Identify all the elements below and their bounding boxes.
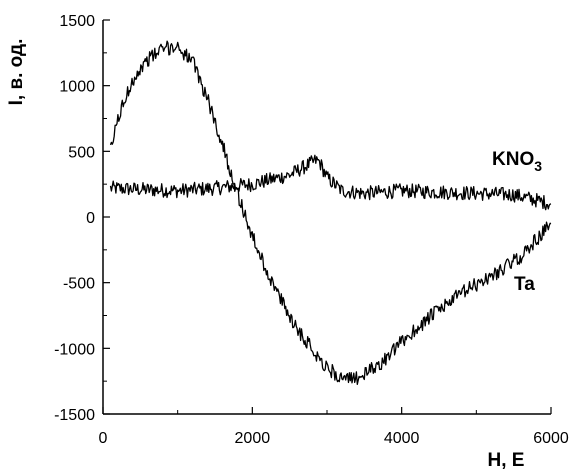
x-axis-ticks: 0 2000 4000 6000 — [99, 407, 569, 447]
x-tick-label: 4000 — [384, 430, 420, 447]
y-tick-label: -500 — [63, 276, 95, 293]
x-tick-label: 0 — [99, 430, 108, 447]
series-line-ta — [109, 40, 552, 385]
series-lines — [109, 40, 552, 385]
x-tick-label: 6000 — [533, 430, 569, 447]
plot-area: 0 2000 4000 6000 -1500 -1000 -500 0 500 1000 1500 — [54, 13, 569, 447]
y-tick-label: 0 — [86, 210, 95, 227]
series-label-ta: Ta — [514, 274, 535, 295]
series-label-kno3-subscript: 3 — [534, 158, 542, 174]
series-label-kno3: KNO3 — [492, 149, 542, 174]
series-line-kno3 — [109, 154, 552, 211]
y-tick-label: 1000 — [59, 79, 95, 96]
y-tick-label: 1500 — [59, 13, 95, 30]
series-label-kno3-main: KNO — [492, 149, 534, 170]
y-tick-label: 500 — [68, 144, 95, 161]
y-axis-title: I, в. од. — [6, 39, 27, 106]
x-tick-label: 2000 — [235, 430, 271, 447]
y-axis-ticks: -1500 -1000 -500 0 500 1000 1500 — [54, 13, 110, 424]
x-axis-title: H, Е — [488, 450, 525, 469]
y-tick-label: -1000 — [54, 341, 95, 358]
y-tick-label: -1500 — [54, 407, 95, 424]
